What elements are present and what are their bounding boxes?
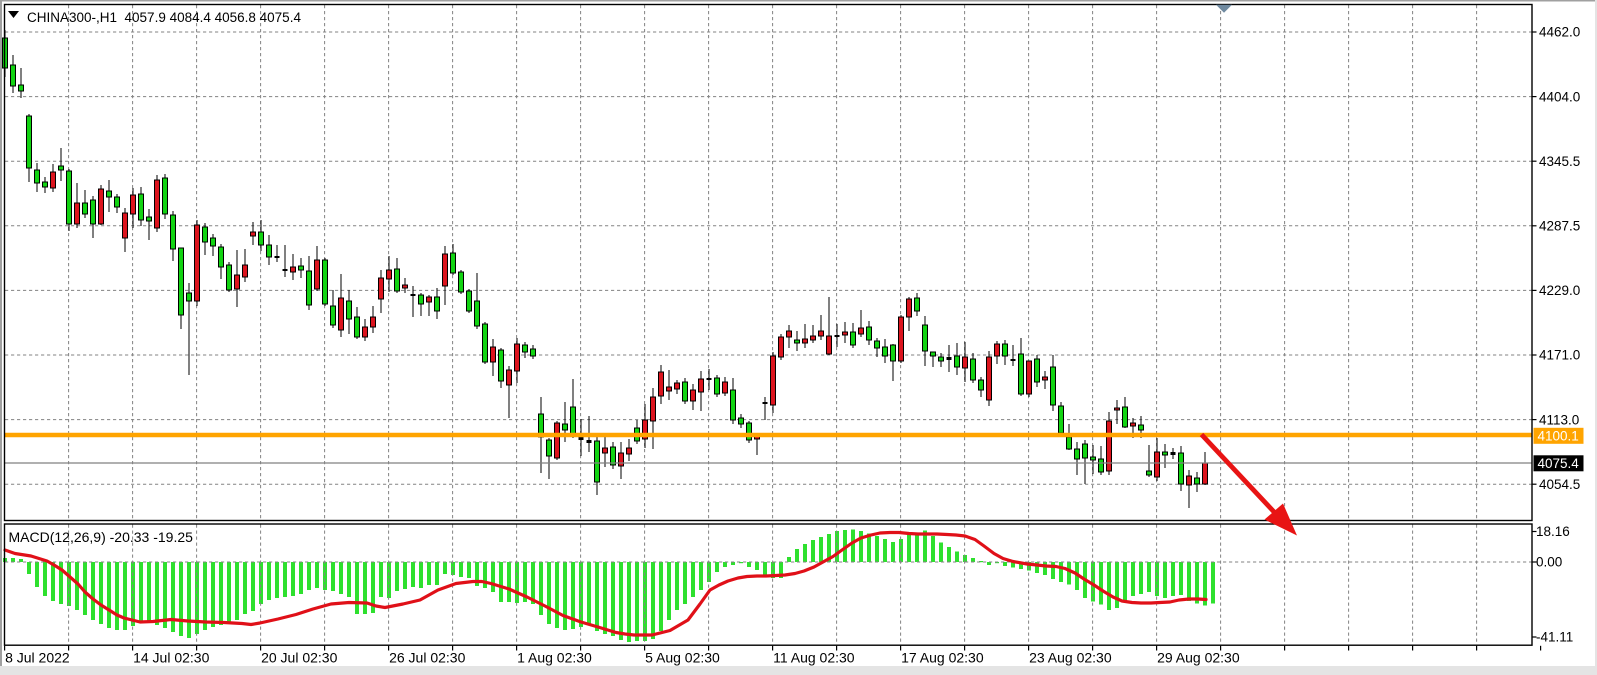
svg-text:4171.0: 4171.0 (1539, 348, 1580, 363)
svg-text:14 Jul 02:30: 14 Jul 02:30 (133, 650, 209, 666)
svg-text:4100.1: 4100.1 (1538, 428, 1579, 443)
svg-text:8 Jul 2022: 8 Jul 2022 (5, 650, 70, 666)
svg-text:4287.5: 4287.5 (1539, 219, 1580, 234)
svg-text:4345.5: 4345.5 (1539, 154, 1580, 169)
svg-text:-41.11: -41.11 (1536, 630, 1573, 645)
svg-text:CHINA300-,H1 4057.9 4084.4 40: CHINA300-,H1 4057.9 4084.4 4056.8 4075.4 (27, 10, 301, 25)
svg-text:4075.4: 4075.4 (1538, 456, 1580, 471)
svg-text:4229.0: 4229.0 (1539, 283, 1580, 298)
svg-text:0.00: 0.00 (1536, 555, 1562, 570)
svg-text:4462.0: 4462.0 (1539, 25, 1580, 40)
svg-text:5 Aug 02:30: 5 Aug 02:30 (645, 650, 720, 666)
svg-text:11 Aug 02:30: 11 Aug 02:30 (773, 650, 855, 666)
svg-text:17 Aug 02:30: 17 Aug 02:30 (901, 650, 984, 666)
svg-text:20 Jul 02:30: 20 Jul 02:30 (261, 650, 337, 666)
svg-text:18.16: 18.16 (1536, 524, 1570, 539)
svg-text:26 Jul 02:30: 26 Jul 02:30 (389, 650, 465, 666)
svg-text:4404.0: 4404.0 (1539, 89, 1580, 104)
svg-text:23 Aug 02:30: 23 Aug 02:30 (1029, 650, 1112, 666)
svg-text:29 Aug 02:30: 29 Aug 02:30 (1157, 650, 1240, 666)
svg-text:4113.0: 4113.0 (1539, 412, 1579, 427)
svg-text:MACD(12,26,9) -20.33 -19.25: MACD(12,26,9) -20.33 -19.25 (9, 529, 194, 545)
svg-text:1 Aug 02:30: 1 Aug 02:30 (517, 650, 592, 666)
svg-text:4054.5: 4054.5 (1539, 477, 1580, 492)
